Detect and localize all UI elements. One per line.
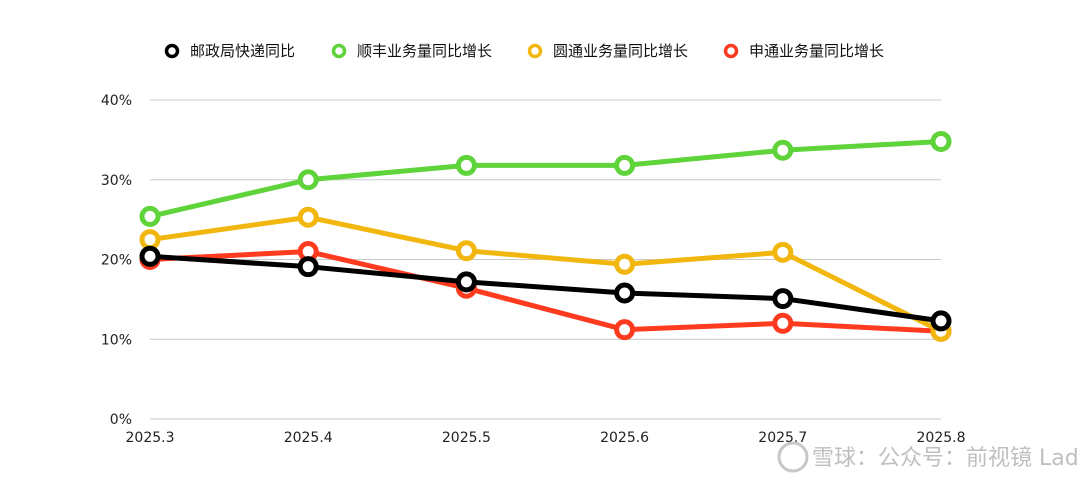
y-tick-label: 40% xyxy=(101,93,132,109)
legend-label: 申通业务量同比增长 xyxy=(749,42,884,60)
legend-marker-icon xyxy=(164,43,180,59)
y-tick-label: 0% xyxy=(110,412,132,428)
legend-item: 邮政局快递同比 xyxy=(164,42,295,60)
data-point xyxy=(772,312,794,334)
legend-marker-icon xyxy=(527,43,543,59)
data-point xyxy=(455,154,477,176)
legend-label: 圆通业务量同比增长 xyxy=(553,42,688,60)
watermark-text: 雪球：公众号：前视镜 LadyBaba xyxy=(812,446,1080,471)
legend-item: 顺丰业务量同比增长 xyxy=(331,42,492,60)
x-tick-label: 2025.6 xyxy=(600,430,649,446)
x-tick-label: 2025.3 xyxy=(126,430,175,446)
x-axis-ticks: 2025.3 2025.4 2025.5 2025.6 2025.7 2025.8 xyxy=(126,430,966,446)
series-line xyxy=(147,249,944,334)
legend-marker-icon xyxy=(723,43,739,59)
legend-label: 邮政局快递同比 xyxy=(190,42,295,60)
data-point xyxy=(297,169,319,191)
x-tick-label: 2025.8 xyxy=(917,430,966,446)
data-point xyxy=(772,288,794,310)
data-point xyxy=(139,205,161,227)
data-point xyxy=(614,319,636,341)
y-tick-label: 30% xyxy=(101,173,132,189)
data-point xyxy=(772,241,794,263)
x-tick-label: 2025.5 xyxy=(442,430,491,446)
series-0 xyxy=(139,245,952,332)
data-point xyxy=(614,154,636,176)
y-axis-ticks: 0% 10% 20% 30% 40% xyxy=(101,93,132,428)
data-point xyxy=(930,130,952,152)
y-tick-label: 10% xyxy=(101,332,132,348)
watermark: 雪球：公众号：前视镜 LadyBaba xyxy=(777,441,1080,473)
legend-marker-icon xyxy=(331,43,347,59)
data-point xyxy=(139,245,161,267)
data-point xyxy=(297,206,319,228)
legend-item: 申通业务量同比增长 xyxy=(723,42,884,60)
series-1 xyxy=(139,130,952,227)
series-line xyxy=(147,253,944,324)
legend-label: 顺丰业务量同比增长 xyxy=(357,42,492,60)
data-point xyxy=(614,253,636,275)
data-point xyxy=(772,139,794,161)
data-point xyxy=(455,240,477,262)
watermark-logo-icon xyxy=(777,441,809,473)
y-tick-label: 20% xyxy=(101,253,132,269)
data-point xyxy=(930,310,952,332)
legend-item: 圆通业务量同比增长 xyxy=(527,42,688,60)
data-point xyxy=(455,271,477,293)
data-point xyxy=(139,229,161,251)
data-point xyxy=(614,282,636,304)
data-point xyxy=(297,256,319,278)
series-line xyxy=(147,214,944,334)
series-lines xyxy=(139,130,952,342)
x-tick-label: 2025.4 xyxy=(284,430,333,446)
series-line xyxy=(147,138,944,219)
series-2 xyxy=(139,206,952,342)
legend: 邮政局快递同比 顺丰业务量同比增长 圆通业务量同比增长 申通业务量同比增长 xyxy=(164,42,884,60)
